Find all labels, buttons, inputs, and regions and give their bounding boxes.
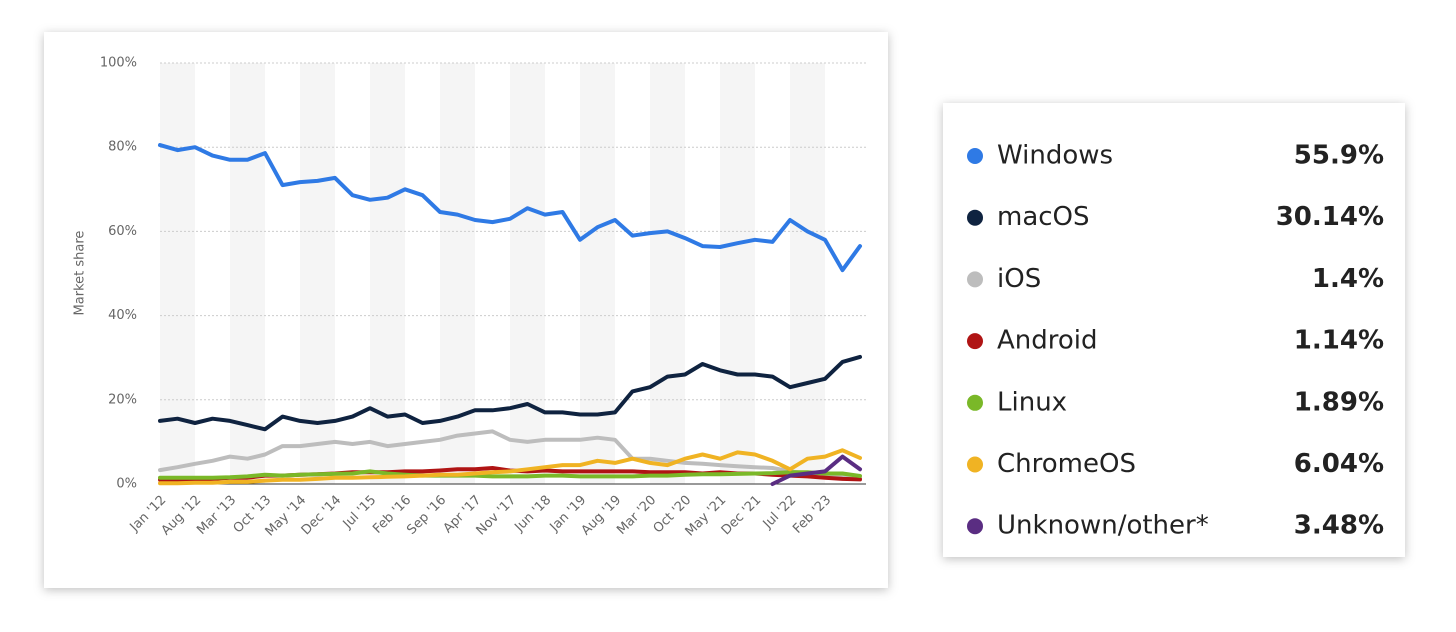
stripe [230,63,265,484]
legend-marker [967,209,983,226]
legend-value: 1.4% [1312,264,1384,294]
stripe [720,63,755,484]
legend-marker [967,333,983,350]
series-line [158,469,862,480]
y-tick-label: 100% [100,56,137,71]
stripe [580,63,615,484]
series-line [158,429,862,481]
legend-value: 30.14% [1276,202,1384,232]
y-tick-label: 0% [116,477,137,492]
legend-name: ChromeOS [997,449,1136,479]
stripe [370,63,405,484]
y-tick-label: 20% [108,392,137,407]
stripe [790,63,825,484]
legend-value: 1.89% [1294,387,1384,417]
stripe [160,63,195,484]
stripe [650,63,685,484]
legend-name: Unknown/other* [997,511,1209,541]
series-line [770,454,862,486]
legend-card [943,103,1405,557]
legend-marker [967,518,983,535]
legend-name: Android [997,326,1098,356]
y-tick-label: 80% [108,140,137,155]
stripe [510,63,545,484]
y-axis-label: Market share [73,231,88,316]
legend-value: 3.48% [1294,511,1384,541]
legend-marker [967,271,983,288]
y-tick-label: 60% [108,224,137,239]
legend-value: 1.14% [1294,326,1384,356]
series-line [158,143,862,273]
legend-marker [967,394,983,411]
stripes [160,63,825,484]
legend-name: macOS [997,202,1090,232]
legend-marker [967,148,983,164]
legend-name: Windows [997,141,1113,171]
legend-value: 6.04% [1294,449,1384,479]
legend-value: 55.9% [1294,141,1384,171]
y-tick-label: 40% [108,308,137,323]
series-line [158,448,862,486]
legend-name: iOS [997,264,1041,294]
legend-name: Linux [997,387,1067,417]
series-line [158,354,862,432]
stripe [300,63,335,484]
legend-marker [967,456,983,473]
